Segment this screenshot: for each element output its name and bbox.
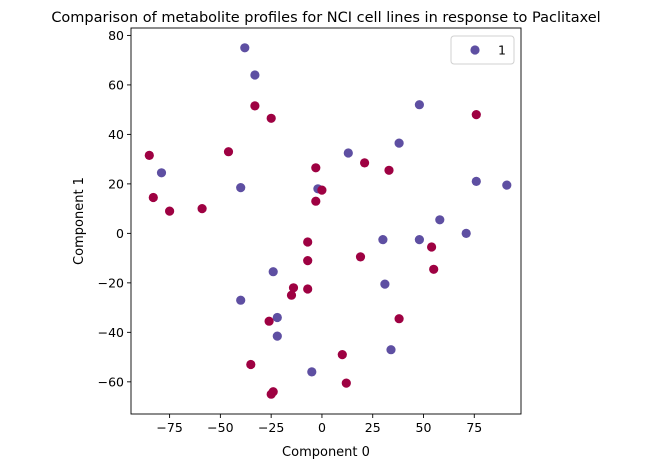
data-point — [165, 206, 175, 216]
x-tick-label: 0 — [318, 420, 326, 435]
y-tick-label: 20 — [108, 176, 124, 191]
data-point — [394, 314, 404, 324]
x-tick-label: 25 — [365, 420, 381, 435]
data-point — [461, 228, 471, 238]
plot-area-frame — [130, 27, 522, 415]
data-point — [148, 192, 158, 203]
data-point — [317, 185, 327, 195]
x-tick-label: 50 — [416, 420, 432, 435]
data-point — [394, 138, 404, 148]
y-tick-label: 60 — [108, 77, 124, 92]
data-point — [250, 101, 260, 111]
data-point — [268, 267, 278, 277]
x-tick-label: 75 — [466, 420, 482, 435]
data-point — [246, 359, 256, 370]
data-point — [223, 147, 234, 157]
x-axis-label: Component 0 — [282, 445, 370, 460]
y-tick-label: −20 — [98, 275, 124, 290]
y-axis-label: Component 1 — [72, 177, 87, 265]
data-point — [240, 43, 250, 53]
y-tick-label: −60 — [98, 374, 124, 389]
data-point — [311, 196, 321, 206]
y-tick-label: −40 — [98, 325, 124, 340]
data-point — [303, 256, 313, 266]
data-point — [311, 163, 321, 173]
data-point — [471, 176, 481, 186]
data-point — [502, 180, 512, 190]
legend-box — [450, 35, 515, 65]
x-tick-label: −25 — [258, 420, 284, 435]
data-point — [337, 350, 347, 360]
data-point — [386, 345, 396, 355]
data-point — [197, 204, 207, 214]
y-tick-label: 40 — [108, 127, 124, 142]
data-point — [272, 331, 282, 341]
chart-title: Comparison of metabolite profiles for NC… — [51, 10, 600, 26]
data-point — [341, 378, 351, 388]
data-point — [429, 264, 439, 274]
legend-label: 1 — [498, 43, 506, 58]
y-tick-label: 80 — [108, 28, 124, 43]
x-tick-label: −50 — [207, 420, 233, 435]
data-point — [360, 158, 370, 168]
data-point — [355, 252, 366, 262]
data-point — [378, 235, 388, 245]
legend-marker — [470, 45, 480, 55]
data-point — [414, 100, 424, 110]
data-point — [286, 290, 297, 300]
x-tick-label: −75 — [156, 420, 182, 435]
data-point — [303, 237, 313, 247]
data-point — [343, 148, 353, 158]
data-point — [250, 70, 260, 80]
data-point — [307, 367, 317, 377]
data-point — [288, 283, 299, 293]
data-point — [384, 165, 394, 175]
data-point — [236, 295, 246, 305]
data-point — [156, 168, 167, 178]
data-point — [435, 215, 445, 225]
data-point — [414, 235, 424, 245]
data-point — [380, 279, 390, 289]
data-point — [272, 312, 282, 323]
y-tick-label: 0 — [116, 226, 124, 241]
data-point — [303, 284, 313, 294]
data-point — [236, 183, 246, 193]
data-point — [427, 242, 437, 252]
legend: 1 — [450, 35, 515, 65]
data-point — [264, 316, 274, 326]
data-point — [266, 113, 276, 123]
data-point — [471, 110, 481, 120]
data-point — [144, 150, 154, 160]
data-point — [266, 389, 276, 399]
